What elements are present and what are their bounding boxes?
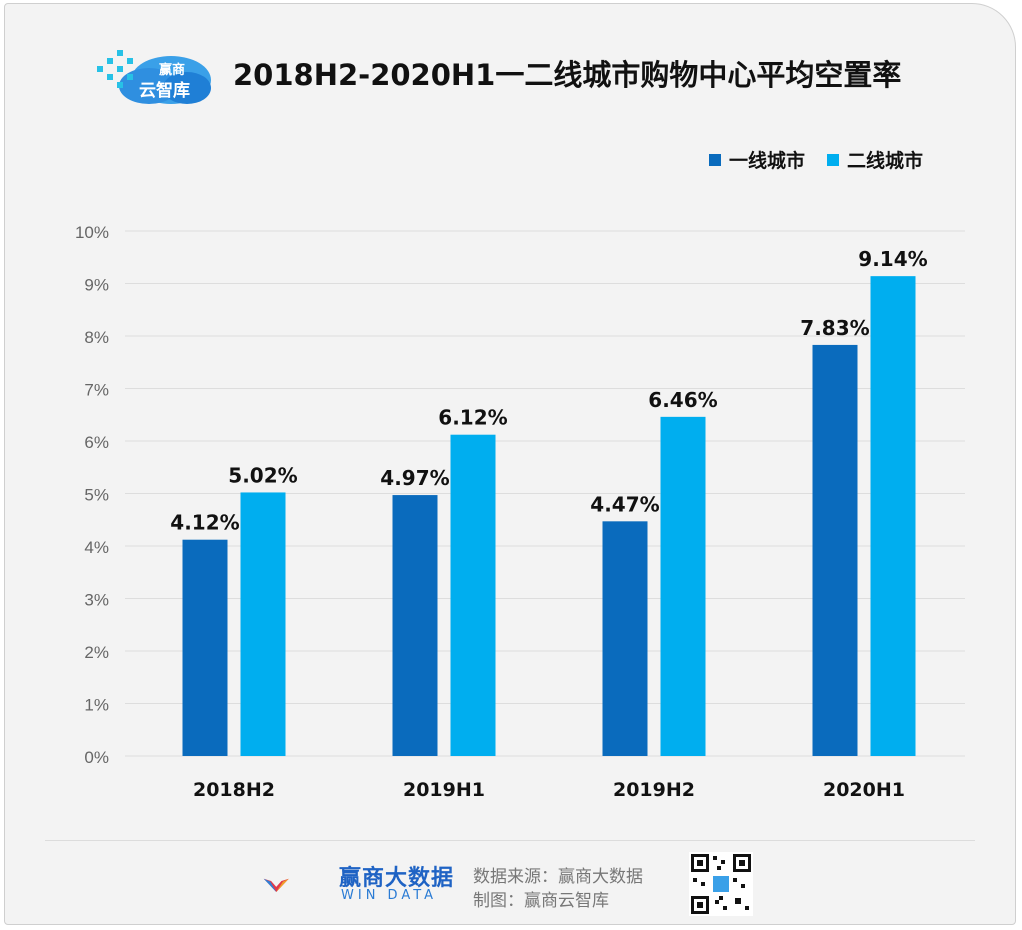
data-label: 9.14%	[858, 247, 927, 271]
y-tick-label: 6%	[84, 433, 109, 452]
data-label: 7.83%	[800, 316, 869, 340]
windata-logo-icon	[263, 878, 289, 892]
legend-swatch-series1	[708, 153, 721, 166]
data-source: 数据来源：赢商大数据	[473, 867, 643, 887]
y-tick-label: 9%	[84, 276, 109, 295]
y-tick-label: 10%	[75, 223, 109, 242]
logo-text-top: 赢商	[159, 62, 185, 78]
bar	[182, 539, 228, 756]
data-label: 4.47%	[590, 492, 659, 516]
chart-legend: 一线城市 二线城市	[708, 146, 923, 173]
data-label: 6.46%	[648, 388, 717, 412]
bar	[660, 416, 706, 756]
logo-text-bottom: 云智库	[139, 80, 190, 101]
data-label: 4.12%	[170, 511, 239, 535]
x-tick-label: 2019H1	[403, 779, 485, 801]
x-tick-label: 2020H1	[823, 779, 905, 801]
y-tick-label: 5%	[84, 486, 109, 505]
data-label: 4.97%	[380, 466, 449, 490]
footer-divider	[45, 840, 975, 841]
y-tick-label: 7%	[84, 381, 109, 400]
legend-item-series2: 二线城市	[826, 146, 923, 173]
bar	[240, 492, 286, 756]
x-tick-label: 2019H2	[613, 779, 695, 801]
chart-card: 赢商 云智库 2018H2-2020H1一二线城市购物中心平均空置率 一线城市 …	[4, 3, 1016, 925]
bar	[870, 276, 916, 756]
legend-swatch-series2	[826, 153, 839, 166]
y-tick-label: 2%	[84, 643, 109, 662]
x-tick-label: 2018H2	[193, 779, 275, 801]
y-tick-label: 3%	[84, 591, 109, 610]
bar-chart: 0% 1% 2% 3% 4% 5% 6% 7% 8% 9% 10% 4.12% 5.02% 2018H2 4…	[75, 223, 965, 801]
legend-label-series1: 一线城市	[728, 150, 805, 172]
brand-sub: WIN DATA	[341, 888, 438, 903]
cloud-logo-icon: 赢商 云智库	[97, 50, 211, 104]
y-tick-label: 8%	[84, 328, 109, 347]
legend-label-series2: 二线城市	[846, 150, 923, 172]
bar	[450, 434, 496, 756]
data-label: 5.02%	[228, 463, 297, 487]
y-tick-label: 1%	[84, 696, 109, 715]
y-tick-label: 4%	[84, 538, 109, 557]
data-label: 6.12%	[438, 406, 507, 430]
chart-title: 2018H2-2020H1一二线城市购物中心平均空置率	[233, 58, 902, 92]
bar	[812, 344, 858, 756]
qr-code-icon	[689, 852, 753, 916]
brand-name: 赢商大数据	[339, 866, 455, 891]
bar	[392, 495, 438, 756]
bar	[602, 521, 648, 756]
y-tick-label: 0%	[84, 748, 109, 767]
legend-item-series1: 一线城市	[708, 146, 805, 173]
chart-made-by: 制图：赢商云智库	[473, 891, 609, 911]
